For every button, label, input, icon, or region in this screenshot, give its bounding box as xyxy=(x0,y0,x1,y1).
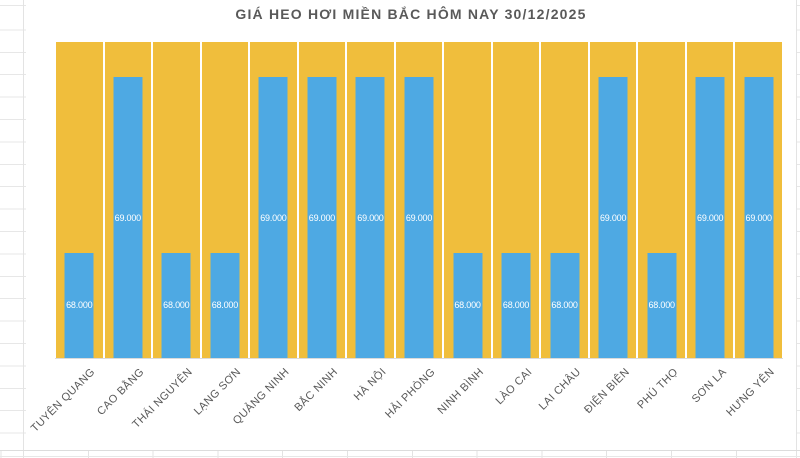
bar[interactable]: 68.000 xyxy=(161,252,191,358)
category-slot: 69.000 xyxy=(346,42,395,358)
category-slot: 69.000 xyxy=(589,42,638,358)
x-axis-label: BẮC NINH xyxy=(292,366,341,414)
bar-value-label: 69.000 xyxy=(357,212,384,223)
bar-value-label: 69.000 xyxy=(260,212,287,223)
category-slot: 69.000 xyxy=(298,42,347,358)
x-axis-label: LẠNG SƠN xyxy=(191,366,244,418)
bar[interactable]: 69.000 xyxy=(307,77,337,358)
category-slot: 69.000 xyxy=(734,42,783,358)
bar-value-label: 68.000 xyxy=(211,300,239,311)
bar-value-label: 68.000 xyxy=(163,300,190,311)
bar[interactable]: 68.000 xyxy=(501,252,531,358)
category-slot: 68.000 xyxy=(540,42,589,358)
bar[interactable]: 68.000 xyxy=(210,252,240,358)
x-axis-label: ĐIỆN BIÊN xyxy=(581,366,632,416)
category-slot: 69.000 xyxy=(249,42,298,358)
bar[interactable]: 69.000 xyxy=(744,77,774,358)
bar[interactable]: 69.000 xyxy=(598,77,628,358)
x-axis-label: HÀ NỘI xyxy=(351,366,389,403)
category-slot: 68.000 xyxy=(201,42,250,358)
x-axis-label: CAO BẰNG xyxy=(94,366,147,418)
plot-area: 68.000 69.000 68.000 68.000 69.000 69.000 69.0… xyxy=(55,42,783,359)
x-axis-label: SƠN LA xyxy=(689,366,729,406)
bar[interactable]: 69.000 xyxy=(404,77,434,358)
category-slot: 68.000 xyxy=(492,42,541,358)
x-axis-label: HƯNG YÊN xyxy=(724,366,778,419)
bar-value-label: 69.000 xyxy=(697,212,724,223)
x-axis-label: LÀO CAI xyxy=(493,366,535,408)
sheet-column-line-left xyxy=(23,0,24,458)
bar-value-label: 69.000 xyxy=(405,212,433,223)
x-axis-label: TUYÊN QUANG xyxy=(29,366,98,435)
bar-value-label: 68.000 xyxy=(648,300,675,311)
bar-value-label: 68.000 xyxy=(502,300,530,311)
category-slot: 69.000 xyxy=(104,42,153,358)
bar[interactable]: 68.000 xyxy=(64,252,94,358)
category-slot: 69.000 xyxy=(686,42,735,358)
bar-value-label: 69.000 xyxy=(114,212,142,223)
x-axis-label: PHÚ THỌ xyxy=(634,366,681,412)
bar[interactable]: 69.000 xyxy=(695,77,725,358)
x-axis-label: LAI CHÂU xyxy=(536,366,584,413)
bar-value-label: 68.000 xyxy=(454,300,481,311)
category-slot: 68.000 xyxy=(152,42,201,358)
bar[interactable]: 69.000 xyxy=(258,77,288,358)
bar-value-label: 69.000 xyxy=(308,212,336,223)
x-axis-label: NINH BÌNH xyxy=(435,366,487,417)
bar-value-label: 69.000 xyxy=(745,212,773,223)
bar-value-label: 69.000 xyxy=(599,212,627,223)
bar[interactable]: 68.000 xyxy=(453,252,483,358)
sheet-column-line-right xyxy=(796,0,797,458)
bar[interactable]: 69.000 xyxy=(113,77,143,358)
bar[interactable]: 68.000 xyxy=(550,252,580,358)
bar[interactable]: 69.000 xyxy=(355,77,385,358)
chart-canvas[interactable]: GIÁ HEO HƠI MIỀN BẮC HÔM NAY 30/12/2025 … xyxy=(26,0,796,450)
chart-title: GIÁ HEO HƠI MIỀN BẮC HÔM NAY 30/12/2025 xyxy=(235,6,587,22)
category-slot: 68.000 xyxy=(637,42,686,358)
bar-value-label: 68.000 xyxy=(551,300,578,311)
bar-value-label: 68.000 xyxy=(66,300,93,311)
chart-bottom-border xyxy=(0,450,800,451)
category-slot: 68.000 xyxy=(55,42,104,358)
bar[interactable]: 68.000 xyxy=(647,252,677,358)
category-slot: 69.000 xyxy=(395,42,444,358)
x-axis-label: HẢI PHÒNG xyxy=(382,366,438,421)
sheet-row-line-bottom xyxy=(0,456,800,457)
category-slot: 68.000 xyxy=(443,42,492,358)
